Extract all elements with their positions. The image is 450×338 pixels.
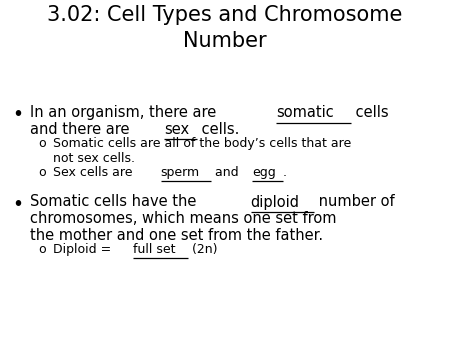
Text: Somatic cells have the: Somatic cells have the [30, 194, 201, 210]
Text: Somatic cells are all of the body’s cells that are: Somatic cells are all of the body’s cell… [53, 137, 351, 150]
Text: •: • [12, 105, 23, 124]
Text: .: . [283, 166, 287, 179]
Text: somatic: somatic [276, 105, 334, 120]
Text: o: o [38, 166, 45, 179]
Text: sperm: sperm [161, 166, 200, 179]
Text: In an organism, there are: In an organism, there are [30, 105, 221, 120]
Text: Diploid =: Diploid = [53, 243, 115, 256]
Text: o: o [38, 243, 45, 256]
Text: not sex cells.: not sex cells. [53, 151, 135, 165]
Text: cells: cells [351, 105, 388, 120]
Text: sex: sex [164, 121, 189, 137]
Text: egg: egg [252, 166, 276, 179]
Text: •: • [12, 194, 23, 214]
Text: o: o [38, 137, 45, 150]
Text: and there are: and there are [30, 121, 134, 137]
Text: diploid: diploid [251, 194, 300, 210]
Text: and: and [211, 166, 243, 179]
Text: number of: number of [314, 194, 395, 210]
Text: full set: full set [133, 243, 176, 256]
Text: cells.: cells. [197, 121, 239, 137]
Text: 3.02: Cell Types and Chromosome
Number: 3.02: Cell Types and Chromosome Number [47, 5, 403, 51]
Text: Sex cells are: Sex cells are [53, 166, 136, 179]
Text: chromosomes, which means one set from: chromosomes, which means one set from [30, 211, 337, 226]
Text: (2n): (2n) [188, 243, 218, 256]
Text: the mother and one set from the father.: the mother and one set from the father. [30, 227, 323, 242]
